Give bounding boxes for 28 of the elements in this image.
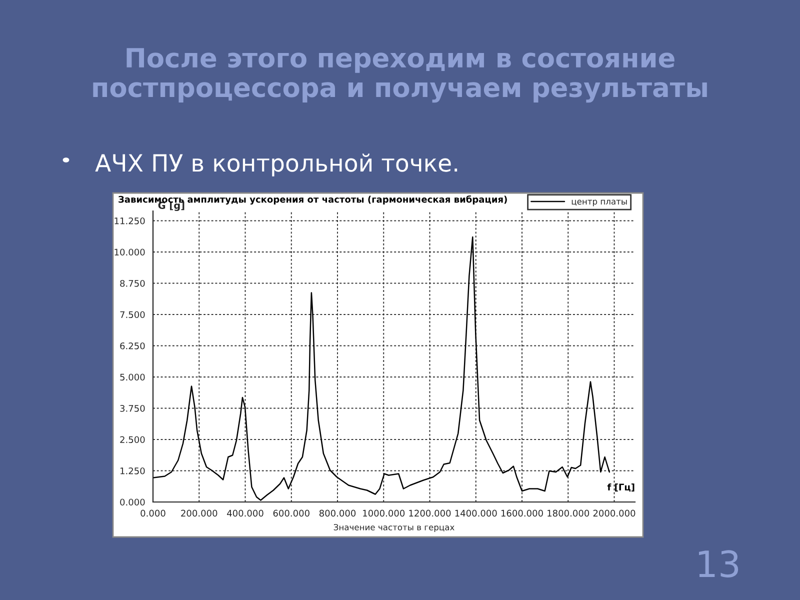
y-tick-label: 1.250 bbox=[120, 467, 145, 474]
y-tick-label: 0.000 bbox=[120, 498, 145, 506]
text: 13 bbox=[698, 550, 738, 578]
y-tick-label: 8.750 bbox=[120, 280, 145, 287]
x-tick-label: 800.000 bbox=[319, 510, 356, 517]
x-tick-label: 1600.000 bbox=[501, 510, 543, 517]
x-tick-label: 1400.000 bbox=[455, 510, 497, 517]
y-tick-label: 7.500 bbox=[120, 311, 145, 318]
annotation: f [Гц] bbox=[607, 484, 634, 492]
x-tick-label: 2000.000 bbox=[593, 510, 636, 517]
y-tick-label: 11.250 bbox=[114, 217, 145, 224]
y-tick-label: 2.500 bbox=[120, 436, 145, 444]
x-tick-label: 0.000 bbox=[140, 510, 166, 517]
chart-title: После этого переходим в состояние постпроцессора и получаем результаты bbox=[93, 48, 707, 103]
chart-subtitle: АЧХ ПУ в контрольной точке. bbox=[95, 154, 458, 176]
y-tick-label: 6.250 bbox=[120, 342, 145, 350]
legend-label: центр платы bbox=[572, 200, 627, 206]
line-series bbox=[153, 236, 610, 501]
y-tick-label: 5.000 bbox=[120, 374, 145, 381]
x-tick-label: 400.000 bbox=[227, 510, 264, 517]
x-tick-label: 600.000 bbox=[273, 510, 310, 517]
x-axis-title: Значение частоты в герцах bbox=[334, 524, 454, 532]
y-tick-label: 10.000 bbox=[114, 248, 145, 256]
y-tick-label: 3.750 bbox=[120, 404, 145, 412]
x-tick-label: 200.000 bbox=[181, 510, 218, 517]
x-tick-label: 1800.000 bbox=[548, 510, 590, 517]
x-tick-label: 1000.000 bbox=[363, 510, 405, 517]
x-tick-label: 1200.000 bbox=[409, 510, 451, 517]
